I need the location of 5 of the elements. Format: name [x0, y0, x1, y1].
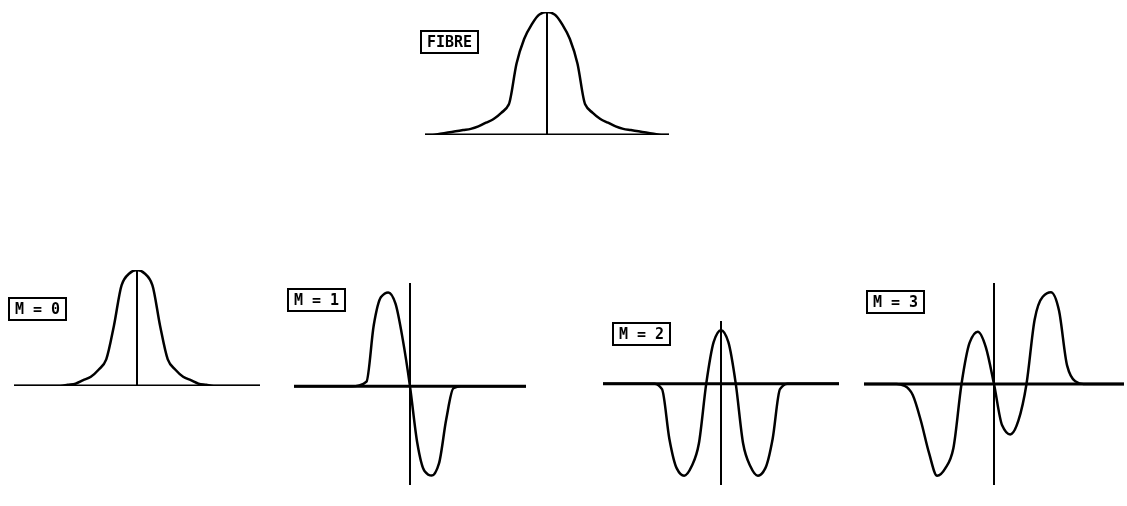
chart-title: M = 1	[287, 288, 347, 312]
text: M = 0	[8, 297, 68, 321]
text: FIBRE	[420, 30, 480, 54]
chart-title: M = 2	[612, 322, 672, 346]
chart-title: M = 3	[866, 290, 926, 314]
